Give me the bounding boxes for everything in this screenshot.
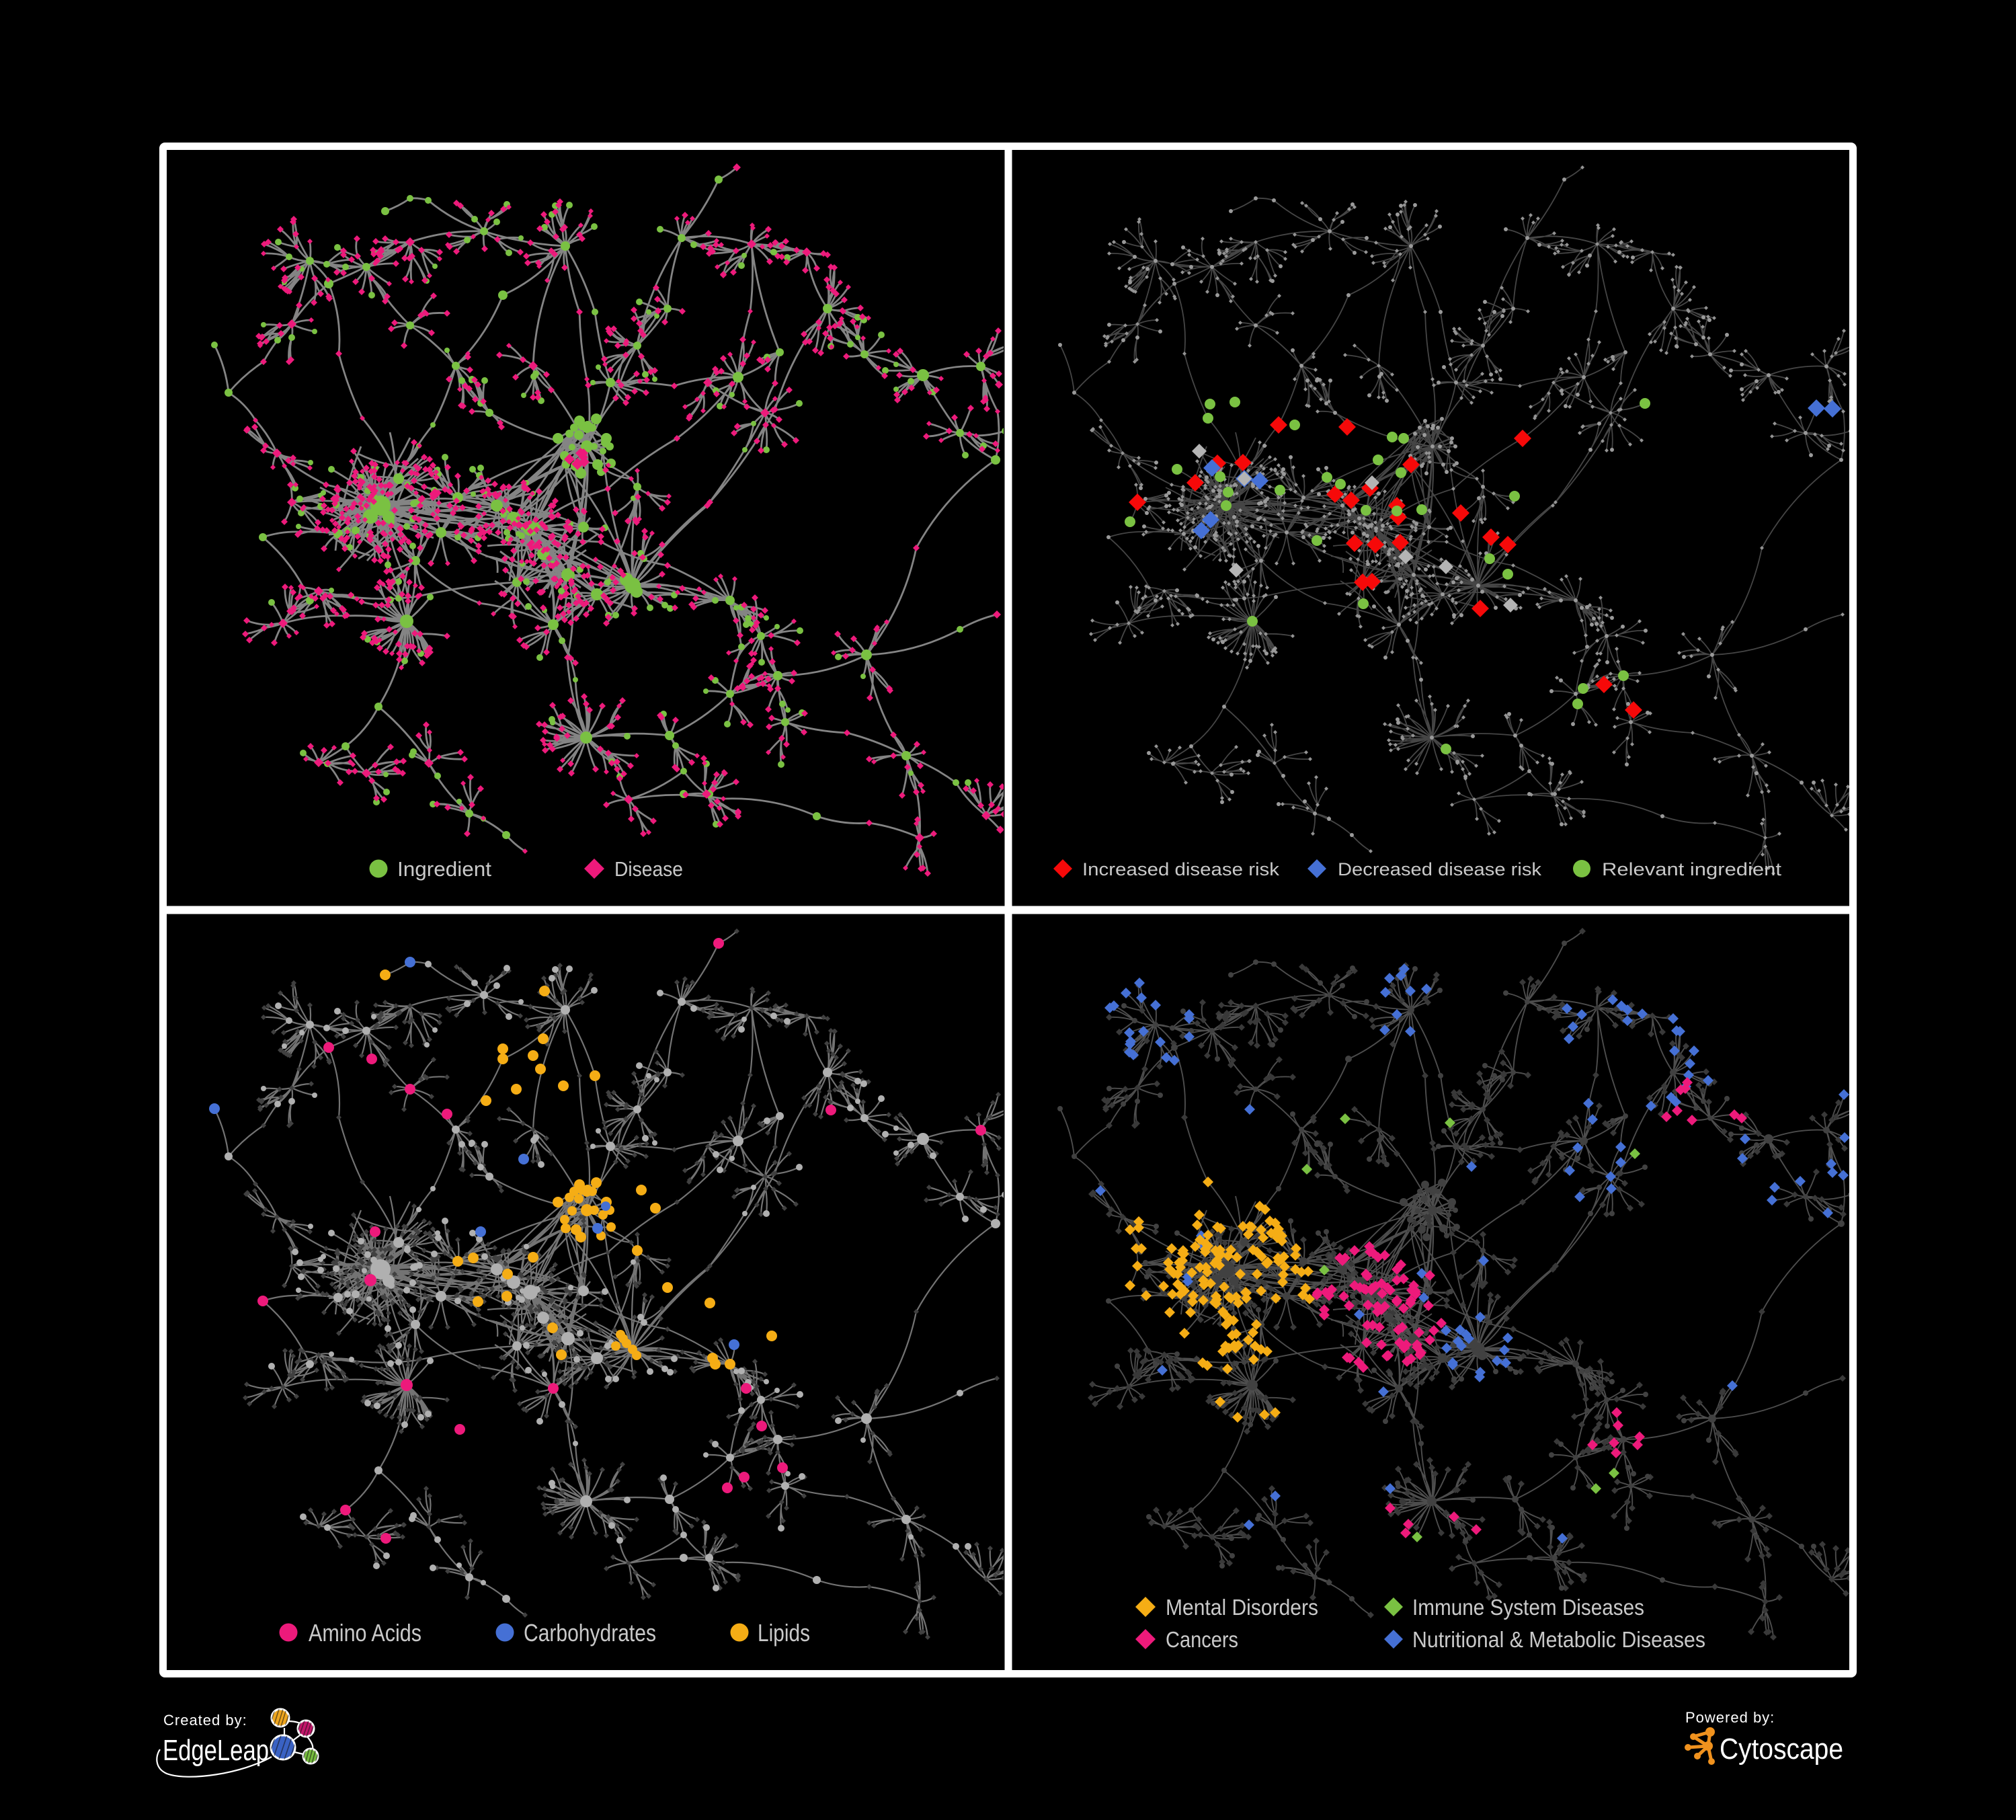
svg-text:Nutritional & Metabolic Diseas: Nutritional & Metabolic Diseases <box>1412 1627 1705 1652</box>
svg-text:Cancers: Cancers <box>1166 1627 1238 1652</box>
svg-text:Decreased disease risk: Decreased disease risk <box>1338 859 1542 879</box>
svg-text:Carbohydrates: Carbohydrates <box>524 1619 656 1647</box>
svg-text:Cytoscape: Cytoscape <box>1720 1733 1843 1766</box>
svg-text:Relevant ingredient: Relevant ingredient <box>1602 859 1782 879</box>
svg-text:Ingredient: Ingredient <box>397 857 491 881</box>
svg-text:Amino Acids: Amino Acids <box>309 1619 421 1647</box>
svg-text:Created by:: Created by: <box>163 1712 247 1729</box>
svg-text:Lipids: Lipids <box>758 1619 810 1647</box>
svg-text:Mental Disorders: Mental Disorders <box>1166 1595 1318 1620</box>
svg-text:Increased disease risk: Increased disease risk <box>1082 859 1280 879</box>
svg-text:Immune System Diseases: Immune System Diseases <box>1412 1595 1644 1620</box>
svg-text:EdgeLeap: EdgeLeap <box>163 1734 269 1767</box>
svg-text:Powered by:: Powered by: <box>1685 1709 1775 1726</box>
svg-text:Disease: Disease <box>614 857 683 881</box>
